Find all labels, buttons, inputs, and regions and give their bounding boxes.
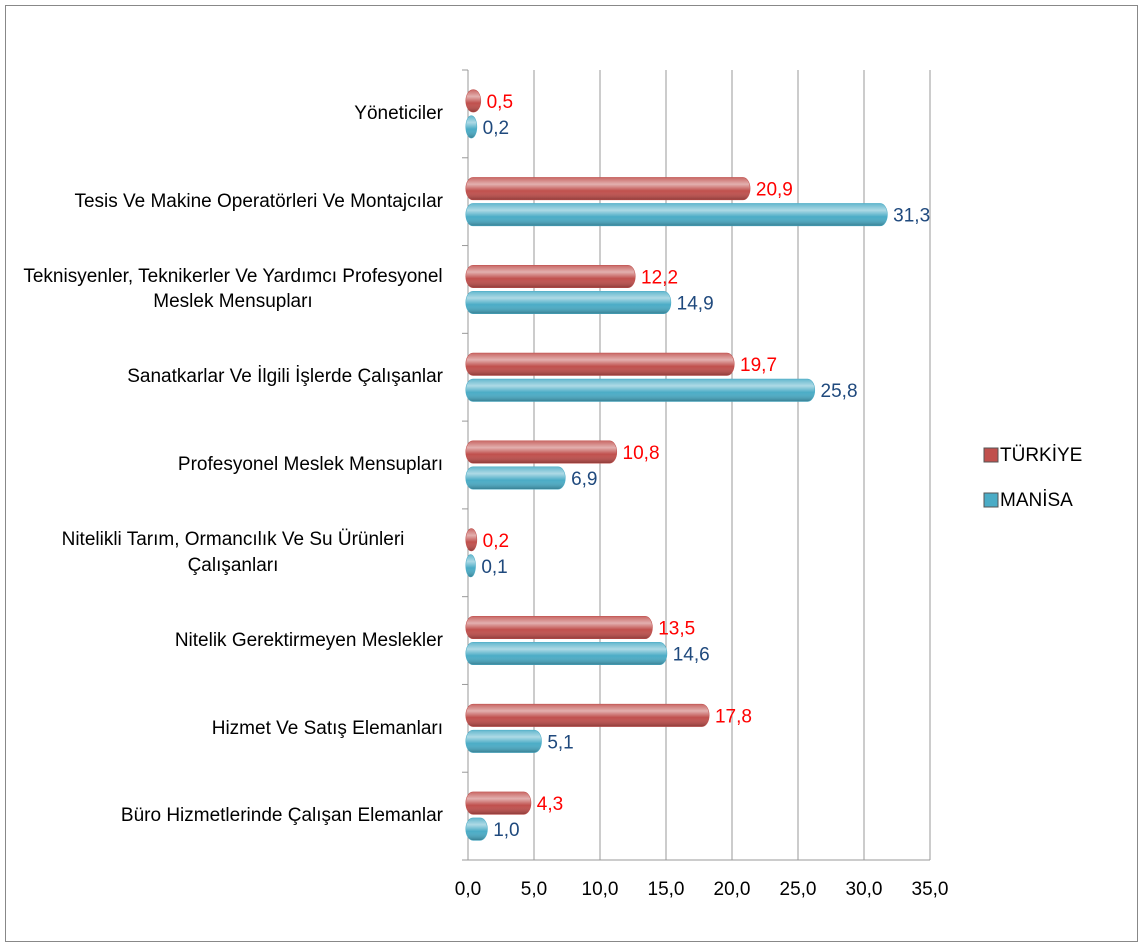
- y-tick-label-box: Profesyonel Meslek Mensupları: [23, 421, 443, 509]
- x-tick-label: 35,0: [912, 879, 949, 900]
- bar-shine: [466, 265, 636, 288]
- y-tick-label-box: Nitelikli Tarım, Ormancılık Ve Su Ürünle…: [23, 509, 443, 597]
- value-label: 0,2: [483, 531, 509, 552]
- x-tick-label: 25,0: [780, 879, 817, 900]
- value-label: 0,1: [481, 557, 507, 578]
- bar-shine: [466, 467, 566, 489]
- bar-shine: [466, 730, 542, 753]
- value-label: 20,9: [756, 180, 793, 201]
- x-tick-label: 15,0: [648, 879, 685, 900]
- bar-shine: [466, 528, 477, 551]
- value-label: 13,5: [658, 619, 695, 640]
- y-tick-label: Tesis Ve Makine Operatörleri Ve Montajcı…: [74, 190, 443, 212]
- legend-label: MANİSA: [1000, 490, 1073, 511]
- value-label: 0,5: [487, 92, 513, 113]
- value-label: 1,0: [493, 820, 519, 841]
- y-tick-label: Profesyonel Meslek Mensupları: [177, 454, 443, 476]
- y-tick-label-box: Büro Hizmetlerinde Çalışan Elemanlar: [23, 772, 443, 860]
- bar-shine: [466, 616, 653, 639]
- bar-shine: [466, 379, 815, 402]
- x-tick-label: 20,0: [714, 879, 751, 900]
- y-tick-label-box: Nitelik Gerektirmeyen Meslekler: [23, 597, 443, 685]
- value-label: 25,8: [821, 381, 858, 402]
- bar-shine: [466, 642, 667, 665]
- bar-shine: [466, 441, 617, 463]
- value-label: 19,7: [740, 355, 777, 376]
- y-tick-label: Büro Hizmetlerinde Çalışan Elemanlar: [120, 805, 443, 827]
- y-tick-label: Nitelikli Tarım, Ormancılık Ve Su Ürünle…: [61, 529, 405, 576]
- bar-shine: [466, 704, 709, 727]
- chart-border: [5, 5, 1138, 942]
- x-tick-label: 5,0: [521, 879, 547, 900]
- value-label: 12,2: [641, 267, 678, 288]
- bar-shine: [466, 554, 476, 577]
- bar-shine: [466, 115, 477, 138]
- bar-shine: [466, 291, 671, 314]
- bar-shine: [466, 353, 735, 376]
- y-tick-label: Sanatkarlar Ve İlgili İşlerde Çalışanlar: [127, 366, 443, 388]
- legend-swatch: [983, 492, 999, 508]
- y-tick-label-box: Tesis Ve Makine Operatörleri Ve Montajcı…: [23, 158, 443, 246]
- y-tick-label: Yöneticiler: [354, 103, 443, 125]
- value-label: 4,3: [537, 794, 563, 815]
- x-tick-label: 0,0: [455, 879, 481, 900]
- value-label: 14,9: [677, 293, 714, 314]
- bar-shine: [466, 792, 531, 815]
- value-label: 0,2: [483, 118, 509, 139]
- y-tick-label-box: Teknisyenler, Teknikerler Ve Yardımcı Pr…: [23, 246, 443, 334]
- bar-shine: [466, 177, 750, 200]
- value-label: 31,3: [893, 206, 930, 227]
- x-tick-label: 30,0: [846, 879, 883, 900]
- bar-shine: [466, 203, 888, 226]
- y-tick-label-box: Hizmet Ve Satış Elemanları: [23, 684, 443, 772]
- y-tick-label-box: Sanatkarlar Ve İlgili İşlerde Çalışanlar: [23, 333, 443, 421]
- value-label: 14,6: [673, 645, 710, 666]
- value-label: 6,9: [571, 469, 597, 490]
- bar-shine: [466, 89, 481, 112]
- y-tick-label: Hizmet Ve Satış Elemanları: [211, 717, 443, 739]
- legend-label: TÜRKİYE: [1000, 445, 1082, 466]
- y-tick-label: Teknisyenler, Teknikerler Ve Yardımcı Pr…: [23, 265, 443, 313]
- legend-swatch: [983, 447, 999, 463]
- x-tick-label: 10,0: [582, 879, 619, 900]
- value-label: 17,8: [715, 706, 752, 727]
- value-label: 5,1: [547, 732, 573, 753]
- y-tick-label: Nitelik Gerektirmeyen Meslekler: [174, 629, 443, 651]
- y-tick-label-box: Yöneticiler: [23, 70, 443, 158]
- value-label: 10,8: [623, 443, 660, 464]
- bar-shine: [466, 818, 488, 841]
